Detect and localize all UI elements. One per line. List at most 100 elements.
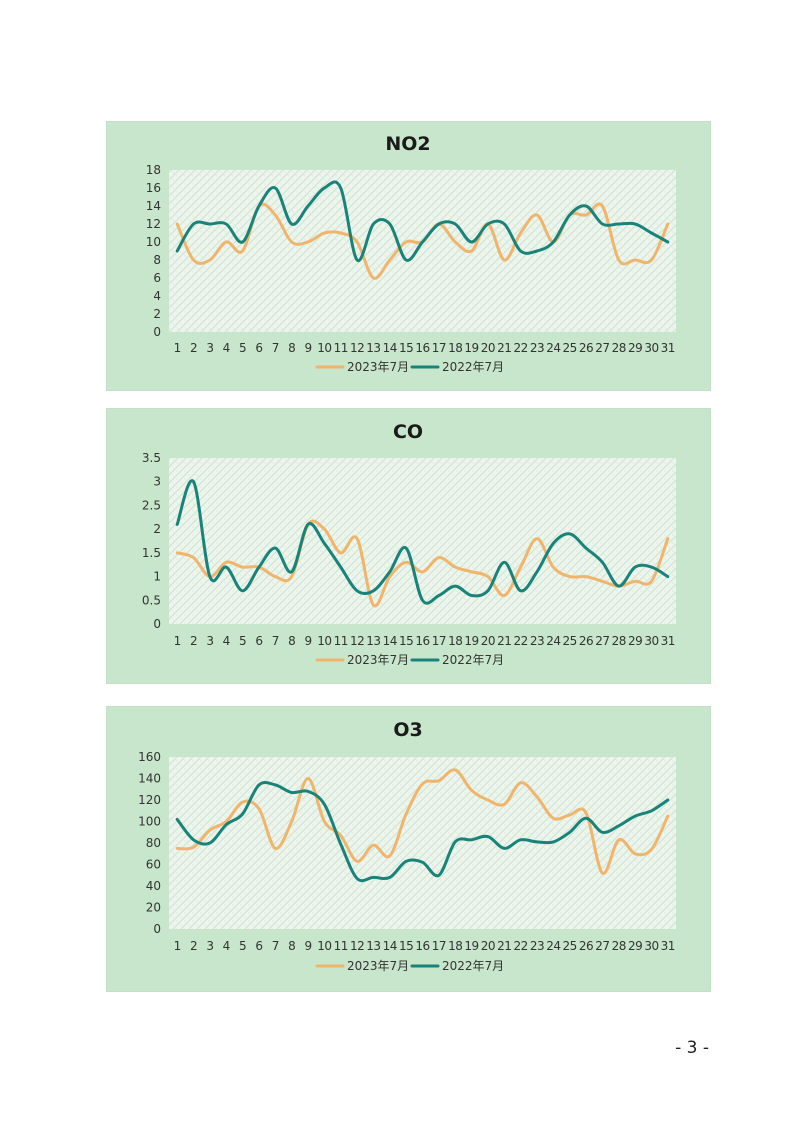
co-legend-2023-label: 2023年7月 xyxy=(347,653,409,667)
o3-x-tick-label: 3 xyxy=(206,939,213,953)
co-y-tick-label: 0 xyxy=(153,617,161,631)
co-x-tick-label: 21 xyxy=(497,634,511,648)
no2-x-tick-label: 22 xyxy=(513,341,527,355)
no2-y-tick-label: 14 xyxy=(146,199,161,213)
co-plot-area xyxy=(169,458,676,624)
co-x-tick-label: 29 xyxy=(628,634,642,648)
o3-y-tick-label: 0 xyxy=(153,922,161,936)
no2-x-tick-label: 11 xyxy=(334,341,348,355)
o3-x-tick-label: 4 xyxy=(223,939,230,953)
no2-y-tick-label: 6 xyxy=(153,271,161,285)
o3-legend-2023-label: 2023年7月 xyxy=(347,959,409,973)
no2-x-tick-label: 2 xyxy=(190,341,197,355)
co-x-tick-label: 28 xyxy=(612,634,626,648)
no2-x-tick-label: 13 xyxy=(366,341,380,355)
no2-x-tick-label: 15 xyxy=(399,341,413,355)
o3-x-tick-label: 9 xyxy=(304,939,311,953)
co-x-tick-label: 9 xyxy=(304,634,311,648)
co-x-tick-label: 11 xyxy=(334,634,348,648)
co-x-tick-label: 30 xyxy=(644,634,658,648)
co-x-tick-label: 12 xyxy=(350,634,364,648)
co-y-tick-label: 2 xyxy=(153,522,161,536)
no2-x-tick-label: 4 xyxy=(223,341,230,355)
no2-x-tick-label: 27 xyxy=(595,341,609,355)
no2-x-tick-label: 26 xyxy=(579,341,593,355)
o3-x-tick-label: 23 xyxy=(530,939,544,953)
no2-x-tick-label: 20 xyxy=(481,341,495,355)
no2-y-tick-label: 12 xyxy=(146,217,161,231)
co-y-tick-label: 0.5 xyxy=(142,593,161,607)
no2-x-tick-label: 21 xyxy=(497,341,511,355)
o3-x-tick-label: 30 xyxy=(644,939,658,953)
no2-chart-panel: NO2 0 2 4 6 8 10 12 14 16 18 1 2 3 4 5 6 7 8 9 10 11 12 13 14 15 1… xyxy=(106,121,711,391)
o3-x-tick-label: 17 xyxy=(432,939,446,953)
no2-x-tick-label: 5 xyxy=(239,341,246,355)
o3-x-tick-label: 5 xyxy=(239,939,246,953)
o3-x-tick-label: 16 xyxy=(415,939,429,953)
no2-x-tick-label: 25 xyxy=(563,341,577,355)
o3-x-tick-label: 25 xyxy=(563,939,577,953)
no2-x-tick-label: 9 xyxy=(304,341,311,355)
no2-y-tick-label: 8 xyxy=(153,253,161,267)
co-x-tick-label: 22 xyxy=(513,634,527,648)
co-x-tick-label: 26 xyxy=(579,634,593,648)
co-series-2022-line xyxy=(175,479,670,605)
no2-x-tick-label: 3 xyxy=(206,341,213,355)
o3-y-tick-label: 160 xyxy=(138,750,161,764)
o3-x-tick-label: 18 xyxy=(448,939,462,953)
no2-y-tick-label: 10 xyxy=(146,235,161,249)
no2-x-tick-label: 18 xyxy=(448,341,462,355)
co-x-tick-label: 24 xyxy=(546,634,560,648)
o3-x-tick-label: 12 xyxy=(350,939,364,953)
no2-legend-2022-label: 2022年7月 xyxy=(442,360,504,374)
o3-x-tick-label: 14 xyxy=(383,939,397,953)
co-legend: 2023年7月 2022年7月 xyxy=(315,653,504,667)
no2-x-tick-label: 14 xyxy=(383,341,397,355)
co-x-tick-label: 20 xyxy=(481,634,495,648)
co-x-tick-label: 23 xyxy=(530,634,544,648)
no2-x-tick-label: 28 xyxy=(612,341,626,355)
no2-legend: 2023年7月 2022年7月 xyxy=(315,360,504,374)
co-x-tick-label: 2 xyxy=(190,634,197,648)
o3-x-tick-label: 22 xyxy=(513,939,527,953)
no2-x-tick-label: 7 xyxy=(272,341,279,355)
o3-y-tick-label: 40 xyxy=(146,879,161,893)
no2-x-tick-label: 24 xyxy=(546,341,560,355)
co-x-tick-label: 31 xyxy=(661,634,675,648)
o3-x-tick-label: 8 xyxy=(288,939,295,953)
o3-x-tick-label: 7 xyxy=(272,939,279,953)
o3-x-tick-label: 10 xyxy=(317,939,331,953)
co-x-tick-label: 4 xyxy=(223,634,230,648)
no2-x-tick-label: 16 xyxy=(415,341,429,355)
co-x-tick-label: 16 xyxy=(415,634,429,648)
no2-x-tick-label: 6 xyxy=(255,341,262,355)
o3-x-tick-label: 13 xyxy=(366,939,380,953)
no2-x-tick-label: 10 xyxy=(317,341,331,355)
no2-y-tick-label: 4 xyxy=(153,289,161,303)
o3-x-tick-label: 2 xyxy=(190,939,197,953)
co-x-tick-label: 25 xyxy=(563,634,577,648)
co-x-tick-label: 8 xyxy=(288,634,295,648)
o3-y-tick-label: 100 xyxy=(138,815,161,829)
o3-legend: 2023年7月 2022年7月 xyxy=(315,959,504,973)
no2-series-2022-line xyxy=(175,180,670,262)
no2-y-tick-label: 18 xyxy=(146,163,161,177)
co-x-tick-label: 7 xyxy=(272,634,279,648)
no2-x-tick-label: 1 xyxy=(174,341,181,355)
o3-x-tick-label: 21 xyxy=(497,939,511,953)
no2-y-tick-label: 0 xyxy=(153,325,161,339)
co-x-tick-label: 18 xyxy=(448,634,462,648)
no2-y-tick-label: 2 xyxy=(153,307,161,321)
o3-x-tick-label: 27 xyxy=(595,939,609,953)
o3-y-tick-label: 140 xyxy=(138,772,161,786)
o3-x-tick-label: 26 xyxy=(579,939,593,953)
no2-x-tick-label: 8 xyxy=(288,341,295,355)
o3-x-tick-label: 11 xyxy=(334,939,348,953)
o3-x-tick-label: 28 xyxy=(612,939,626,953)
o3-x-tick-label: 29 xyxy=(628,939,642,953)
no2-x-tick-label: 19 xyxy=(464,341,478,355)
co-y-tick-label: 1 xyxy=(153,570,161,584)
co-chart-title: CO xyxy=(393,421,423,443)
